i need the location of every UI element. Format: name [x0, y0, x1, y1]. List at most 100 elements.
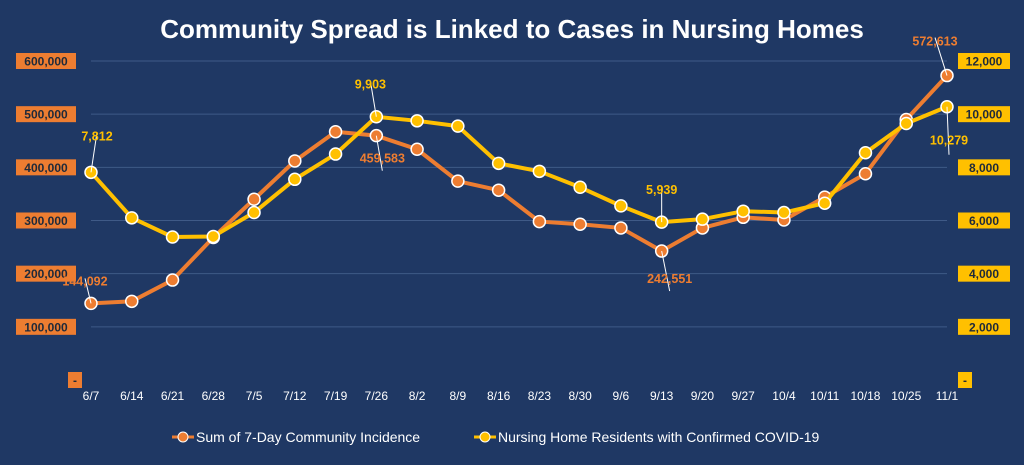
right-tick-label: 10,000 [966, 108, 1003, 122]
left-tick-label: 600,000 [24, 55, 68, 69]
data-point [817, 196, 832, 210]
data-point [410, 114, 424, 128]
data-point [573, 180, 587, 195]
leader-line [90, 132, 98, 173]
x-tick-label: 7/5 [246, 389, 263, 403]
leader-line [934, 37, 948, 76]
right-tick-badge [958, 265, 1010, 282]
leader-line [369, 80, 377, 117]
right-tick-label: 8,000 [969, 161, 999, 175]
x-tick-label: 8/30 [568, 389, 592, 403]
data-labels: 144,092 459,583 242,551 572,613 7,812 9,903 5,… [62, 35, 968, 304]
data-label: 459,583 [360, 152, 405, 166]
legend-swatch-marker [177, 431, 189, 443]
series-line-1 [89, 104, 948, 239]
right-tick-badge [958, 53, 1010, 69]
right-tick-badge [958, 212, 1010, 229]
chart-title: Community Spread is Linked to Cases in N… [160, 14, 864, 44]
data-point [614, 199, 628, 213]
data-point [654, 244, 669, 258]
leader-line [84, 278, 92, 304]
left-tick-badge [16, 106, 76, 123]
data-point [328, 147, 343, 161]
right-axis: - 2,000 4,000 6,000 8,000 10,000 12,000 [958, 53, 1010, 388]
right-tick-badge [958, 318, 1010, 335]
x-tick-label: 10/4 [772, 389, 796, 403]
data-point [288, 172, 302, 187]
data-point [491, 156, 506, 171]
left-tick-badge [16, 159, 76, 176]
data-point [532, 164, 547, 179]
left-tick-label: 200,000 [24, 267, 68, 281]
left-axis: - 100,000 200,000 300,000 400,000 500,000 600,… [16, 53, 82, 388]
data-point [491, 183, 506, 197]
data-point [614, 221, 628, 235]
left-tick-badge [16, 265, 76, 282]
data-label: 5,939 [646, 183, 677, 197]
x-tick-label: 9/6 [613, 389, 630, 403]
x-tick-label: 10/25 [891, 389, 921, 403]
left-tick-label: 500,000 [24, 108, 68, 122]
data-point [451, 119, 465, 133]
right-tick-label: 6,000 [969, 214, 999, 228]
data-point [695, 212, 710, 226]
data-point [899, 116, 913, 131]
data-point [206, 229, 221, 244]
series-layer [84, 68, 954, 311]
left-tick-badge [68, 372, 82, 388]
left-tick-badge [16, 318, 76, 335]
left-tick-badge [16, 53, 76, 69]
x-tick-label: 7/26 [365, 389, 389, 403]
legend-swatch-marker [479, 431, 491, 443]
data-point [125, 294, 139, 309]
data-point [858, 145, 873, 160]
x-tick-label: 6/14 [120, 389, 144, 403]
data-label: 7,812 [81, 129, 112, 143]
x-tick-label: 9/27 [732, 389, 756, 403]
x-tick-label: 8/23 [528, 389, 552, 403]
legend: Sum of 7-Day Community Incidence Nursing … [172, 429, 820, 445]
data-point [247, 192, 261, 206]
x-axis: 6/7 6/14 6/21 6/28 7/5 7/12 7/19 7/26 8/2 8/9 8/16… [83, 389, 959, 403]
data-label: 144,092 [62, 274, 107, 288]
x-tick-label: 7/12 [283, 389, 307, 403]
right-tick-label: 12,000 [966, 55, 1003, 69]
right-tick-label: 4,000 [969, 267, 999, 281]
right-tick-badge [958, 159, 1010, 176]
x-tick-label: 9/13 [650, 389, 674, 403]
left-tick-label: 100,000 [24, 320, 68, 334]
data-point [573, 217, 587, 231]
left-tick-badge [16, 212, 76, 229]
right-tick-badge [958, 106, 1010, 123]
data-label: 10,279 [930, 134, 968, 148]
right-tick-badge [958, 372, 972, 388]
x-tick-label: 8/2 [409, 389, 426, 403]
x-tick-label: 6/21 [161, 389, 185, 403]
x-tick-label: 6/7 [83, 389, 100, 403]
data-label: 242,551 [647, 272, 692, 286]
left-tick-label: 400,000 [24, 161, 68, 175]
data-label: 9,903 [355, 78, 386, 92]
x-tick-label: 10/11 [810, 389, 839, 403]
data-point [858, 166, 873, 181]
right-tick-label: - [963, 374, 967, 388]
data-point [288, 154, 302, 168]
data-point [125, 211, 139, 225]
data-point [410, 142, 424, 157]
x-tick-label: 10/18 [850, 389, 880, 403]
x-tick-label: 8/16 [487, 389, 511, 403]
left-tick-label: 300,000 [24, 214, 68, 228]
x-tick-label: 9/20 [691, 389, 715, 403]
legend-entry-0: Sum of 7-Day Community Incidence [196, 429, 420, 445]
data-point [328, 124, 343, 139]
data-point [532, 214, 547, 229]
data-point [736, 204, 750, 218]
data-point [165, 273, 180, 287]
legend-entry-1: Nursing Home Residents with Confirmed CO… [498, 429, 820, 445]
left-tick-label: - [73, 374, 77, 388]
x-tick-label: 8/9 [450, 389, 467, 403]
data-point [451, 174, 465, 188]
x-tick-label: 7/19 [324, 389, 348, 403]
right-tick-label: 2,000 [969, 320, 999, 334]
